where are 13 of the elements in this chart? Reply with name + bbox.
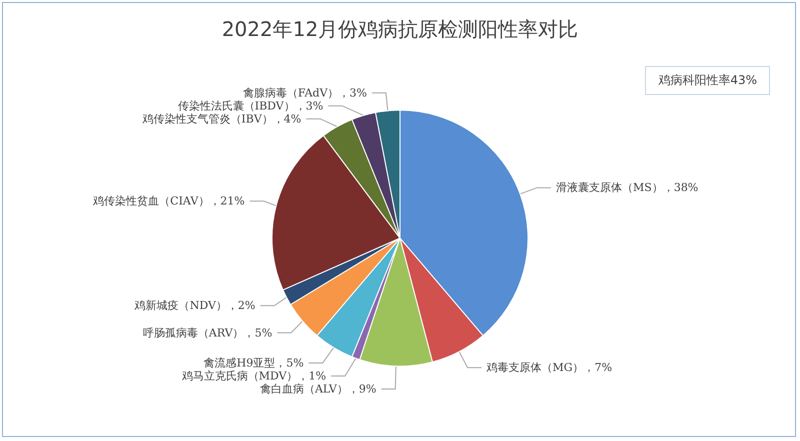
slice-label: 禽腺病毒（FAdV），3%	[242, 86, 367, 100]
slice-label: 传染性法氏囊（IBDV），3%	[178, 99, 324, 112]
slice-label: 鸡传染性贫血（CIAV），21%	[92, 194, 245, 208]
slice-label: 鸡新城疫（NDV），2%	[134, 299, 256, 312]
slice-label: 禽流感H9亚型，5%	[204, 356, 304, 370]
chart-title: 2022年12月份鸡病抗原检测阳性率对比	[222, 17, 578, 41]
slice-label: 鸡毒支原体（MG），7%	[486, 361, 612, 374]
slice-label: 呼肠孤病毒（ARV），5%	[142, 326, 272, 340]
slice-label: 滑液囊支原体（MS），38%	[556, 181, 698, 194]
slice-label: 鸡传染性支气管炎（IBV），4%	[141, 112, 302, 126]
slice-label: 禽白血病（ALV），9%	[260, 382, 376, 396]
text: 鸡病科阳性率43%	[645, 66, 770, 95]
slice-label: 鸡马立克氏病（MDV），1%	[180, 369, 326, 382]
